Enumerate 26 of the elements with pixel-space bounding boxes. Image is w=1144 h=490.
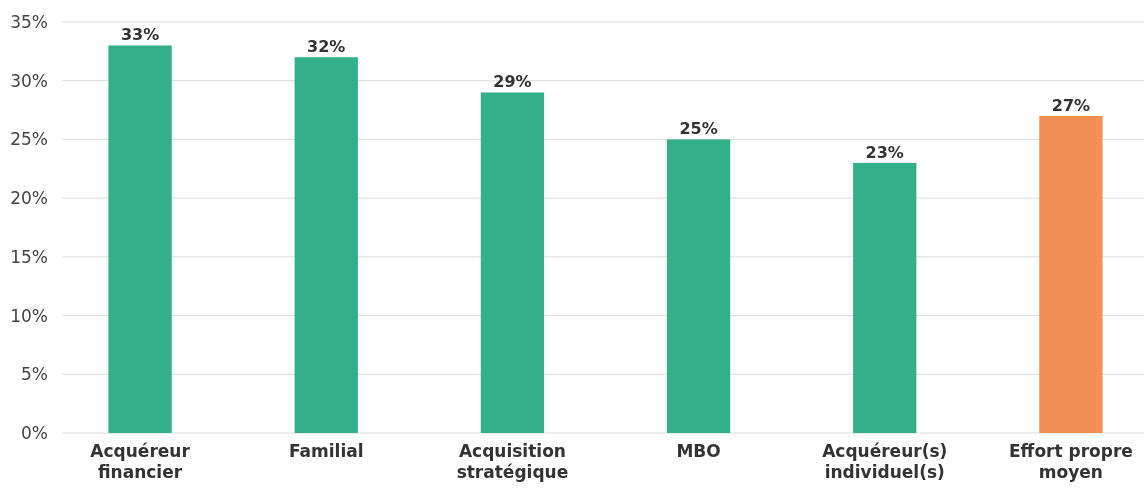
x-tick-label: Familial [288,441,364,461]
bar [480,92,545,433]
y-tick-label: 35% [10,11,48,32]
data-label: 33% [120,25,160,45]
data-label: 25% [679,119,718,139]
bar [666,139,731,433]
x-tick-label: Acquisition stratégique [456,441,569,482]
bar [108,45,172,433]
y-tick-label: 25% [10,129,48,150]
y-tick-label: 0% [21,422,48,443]
y-tick-label: 10% [10,305,48,326]
y-tick-label: 20% [10,188,48,209]
data-label: 32% [307,37,346,57]
data-label: 23% [865,142,904,162]
bar [853,162,917,433]
y-tick-label: 15% [10,246,48,267]
y-tick-label: 5% [21,364,48,385]
x-tick-label: Effort propre moyen [1009,441,1133,482]
bar [294,57,358,433]
y-tick-label: 30% [10,70,48,91]
x-tick-label: Acquéreur(s) individuel(s) [822,441,948,482]
x-tick-label: MBO [676,441,721,461]
bar [1039,115,1103,433]
x-tick-label: Acquéreur financier [90,441,191,482]
data-label: 29% [493,72,532,92]
data-label: 27% [1051,95,1091,115]
